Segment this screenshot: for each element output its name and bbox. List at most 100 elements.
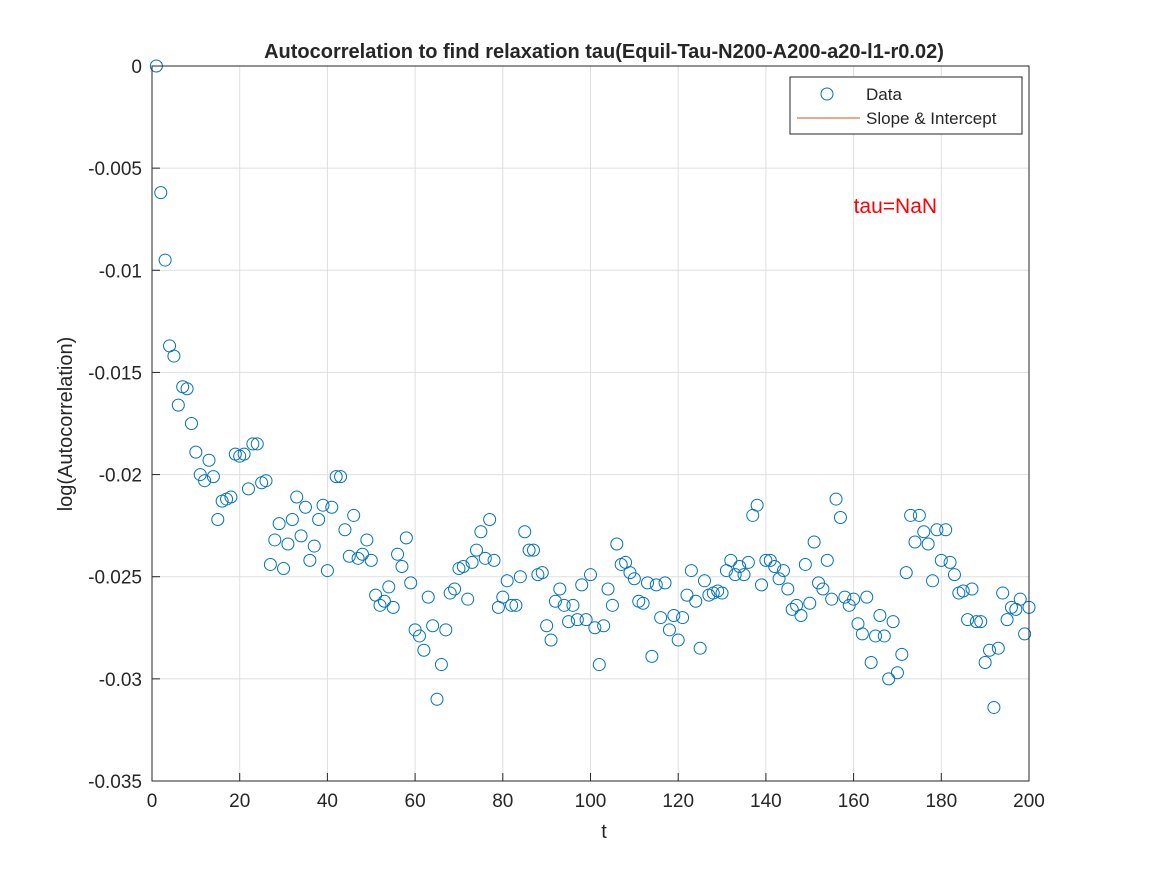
data-point [877, 629, 891, 643]
data-point [167, 349, 181, 363]
data-point [698, 574, 712, 588]
data-point [921, 537, 935, 551]
data-point [290, 490, 304, 504]
data-point [1018, 627, 1032, 641]
data-point [417, 643, 431, 657]
data-point [917, 525, 931, 539]
data-point [268, 533, 282, 547]
data-point [741, 555, 755, 569]
data-point [965, 582, 979, 596]
data-point [755, 578, 769, 592]
x-tick-label: 160 [838, 791, 870, 812]
x-tick-label: 40 [317, 791, 338, 812]
data-point [237, 447, 251, 461]
data-point [776, 564, 790, 578]
data-point [404, 576, 418, 590]
data-point [987, 700, 1001, 714]
chart-title: Autocorrelation to find relaxation tau(E… [264, 41, 944, 63]
data-point [724, 553, 738, 567]
x-axis-ticks: 0 20 40 60 80 100 120 140 160 180 200 [147, 773, 1045, 812]
data-point [641, 576, 655, 590]
data-point [689, 594, 703, 608]
data-point [294, 529, 308, 543]
data-point [816, 582, 830, 596]
data-point [500, 574, 514, 588]
data-point [662, 623, 676, 637]
data-point [1000, 613, 1014, 627]
data-point [961, 613, 975, 627]
data-point [820, 553, 834, 567]
data-point [803, 596, 817, 610]
data-point [847, 592, 861, 606]
data-point [654, 611, 668, 625]
data-point [180, 382, 194, 396]
data-point [189, 445, 203, 459]
y-tick-label: 0 [131, 57, 142, 78]
data-point [347, 508, 361, 522]
data-point [676, 611, 690, 625]
y-tick-label: -0.03 [99, 670, 142, 691]
data-point [956, 584, 970, 598]
data-point [983, 643, 997, 657]
data-point [325, 500, 339, 514]
data-point [312, 513, 326, 527]
data-point [947, 568, 961, 582]
data-point [926, 574, 940, 588]
legend-label-fit: Slope & Intercept [866, 109, 997, 128]
data-point [421, 590, 435, 604]
data-point [991, 641, 1005, 655]
data-point [575, 578, 589, 592]
data-point [412, 629, 426, 643]
data-point [750, 498, 764, 512]
data-point [478, 551, 492, 565]
data-point [469, 543, 483, 557]
data-point [601, 582, 615, 596]
data-point [448, 582, 462, 596]
data-point [715, 586, 729, 600]
x-tick-label: 80 [492, 791, 513, 812]
tau-annotation: tau=NaN [854, 195, 937, 218]
data-point [277, 562, 291, 576]
data-point [443, 586, 457, 600]
data-point [566, 598, 580, 612]
data-point [671, 633, 685, 647]
data-point [904, 508, 918, 522]
data-point [996, 586, 1010, 600]
x-tick-label: 60 [405, 791, 426, 812]
data-point [391, 547, 405, 561]
data-point [496, 590, 510, 604]
data-point [364, 553, 378, 567]
data-point [934, 553, 948, 567]
data-point [860, 590, 874, 604]
data-point [610, 537, 624, 551]
data-point [513, 570, 527, 584]
data-point [597, 619, 611, 633]
data-point [912, 508, 926, 522]
data-point [557, 598, 571, 612]
data-point [882, 672, 896, 686]
data-point [483, 513, 497, 527]
data-point [553, 582, 567, 596]
data-point [211, 513, 225, 527]
data-point [355, 547, 369, 561]
y-tick-label: -0.005 [88, 159, 142, 180]
data-point [570, 613, 584, 627]
data-point [465, 555, 479, 569]
legend-label-data: Data [866, 85, 902, 104]
data-point [667, 609, 681, 623]
data-point [895, 647, 909, 661]
data-point [382, 580, 396, 594]
data-point [658, 576, 672, 590]
y-axis-label: log(Autocorrelation) [55, 337, 77, 512]
data-point [978, 656, 992, 670]
data-point [320, 564, 334, 578]
data-point [584, 568, 597, 582]
x-tick-label: 120 [662, 791, 694, 812]
data-point [855, 627, 869, 641]
data-point [838, 590, 852, 604]
data-point [759, 553, 773, 567]
data-point [377, 594, 391, 608]
data-point [316, 498, 330, 512]
data-point [785, 602, 799, 616]
data-point [285, 513, 299, 527]
